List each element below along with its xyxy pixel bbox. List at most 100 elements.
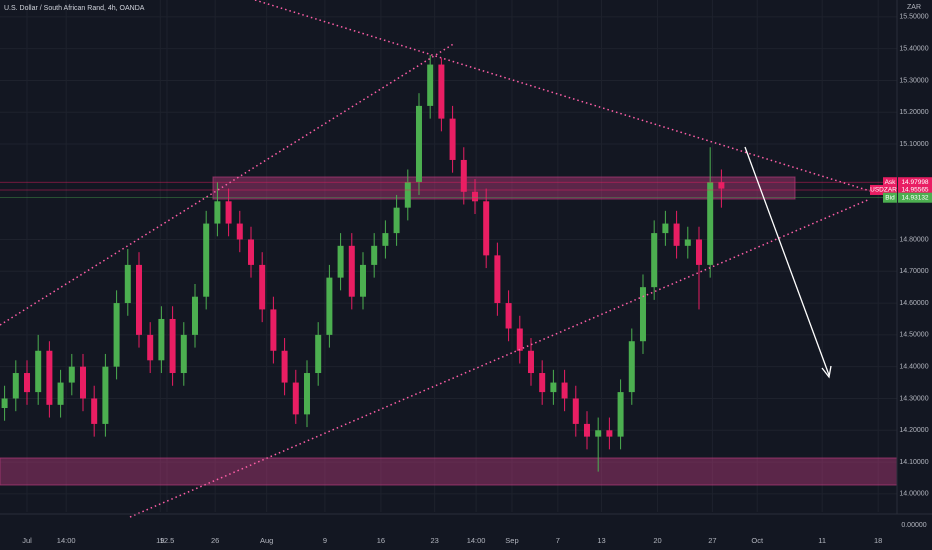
- x-tick-label: Jul: [22, 536, 32, 545]
- arrow: [744, 146, 830, 376]
- candle-body: [113, 303, 120, 367]
- candle-body: [595, 430, 602, 437]
- axis-bottom-label: 0.00000: [901, 522, 926, 529]
- candle-body: [348, 245, 355, 297]
- candle-body: [628, 341, 635, 393]
- candle-body: [79, 366, 86, 399]
- candle-body: [393, 207, 400, 234]
- y-tick-label: 15.50000: [899, 14, 928, 21]
- x-tick-label: 7: [556, 536, 560, 545]
- x-tick-label: 14:00: [57, 536, 76, 545]
- arrow-head: [821, 365, 832, 379]
- candle-body: [404, 182, 411, 208]
- candle-body: [225, 201, 232, 224]
- x-tick-label: Oct: [751, 536, 764, 545]
- candle-body: [505, 303, 512, 329]
- candle-body: [12, 373, 19, 399]
- x-tick-label: 18: [874, 536, 882, 545]
- candle-body: [494, 255, 501, 304]
- candle-body: [684, 239, 691, 246]
- candle-body: [247, 239, 254, 265]
- candle-body: [471, 191, 478, 202]
- x-tick-label: 23: [430, 536, 438, 545]
- bid-value-box: [898, 192, 932, 203]
- support-zone: [0, 457, 898, 486]
- last-tag-box: [870, 184, 897, 195]
- candle-body: [35, 350, 42, 393]
- candle-body: [68, 366, 75, 383]
- candle-body: [617, 392, 624, 437]
- candle-body: [539, 373, 546, 393]
- candle-body: [427, 64, 434, 106]
- ask-value-label: 14.97998: [901, 179, 928, 186]
- y-tick-label: 14.70000: [899, 268, 928, 275]
- candle-body: [707, 182, 714, 265]
- candle-body: [102, 366, 109, 424]
- x-tick-label: 16: [377, 536, 385, 545]
- last-tag-label: USDZAR: [870, 187, 897, 194]
- trend-line: [254, 0, 871, 192]
- candle-body: [572, 398, 579, 424]
- chart-title: U.S. Dollar / South African Rand, 4h, OA…: [4, 5, 145, 12]
- candle-body: [359, 264, 366, 297]
- y-tick-label: 15.40000: [899, 45, 928, 52]
- x-tick-label: Aug: [260, 536, 273, 545]
- candle-body: [527, 350, 534, 374]
- bid-value-label: 14.93132: [901, 194, 928, 201]
- candle-body: [651, 233, 658, 288]
- candle-body: [337, 245, 344, 278]
- candle-body: [292, 382, 299, 415]
- candle-body: [214, 201, 221, 224]
- candle-body: [583, 423, 590, 437]
- candle-body: [158, 318, 165, 361]
- candle-body: [639, 287, 646, 342]
- candle-body: [438, 64, 445, 119]
- candle-body: [315, 334, 322, 374]
- candle-body: [124, 264, 131, 304]
- candle-body: [483, 201, 490, 256]
- candle-body: [259, 264, 266, 310]
- candle-body: [695, 239, 702, 265]
- y-tick-label: 14.20000: [899, 427, 928, 434]
- candle-body: [147, 334, 154, 361]
- x-tick-label: Sep: [505, 536, 518, 545]
- candle-body: [449, 118, 456, 160]
- candle-body: [270, 309, 277, 351]
- y-tick-label: 14.50000: [899, 332, 928, 339]
- candle-body: [673, 223, 680, 246]
- candle-body: [91, 398, 98, 424]
- candle-body: [135, 264, 142, 335]
- bid-tag-label: Bid: [885, 194, 895, 201]
- x-tick-label: 9: [323, 536, 327, 545]
- last-value-label: 14.95565: [901, 187, 928, 194]
- candle-body: [46, 350, 53, 405]
- y-tick-label: 14.60000: [899, 300, 928, 307]
- candle-body: [382, 233, 389, 246]
- x-tick-label: 13: [597, 536, 605, 545]
- candle-body: [662, 223, 669, 234]
- x-tick-label: 19: [156, 536, 164, 545]
- y-tick-label: 15.20000: [899, 109, 928, 116]
- price-axis: [897, 0, 932, 550]
- candle-body: [281, 350, 288, 383]
- candle-body: [23, 373, 30, 393]
- trend-line: [129, 198, 871, 518]
- candle-body: [516, 328, 523, 351]
- x-tick-label: 27: [708, 536, 716, 545]
- candle-body: [191, 296, 198, 335]
- ask-tag-label: Ask: [885, 179, 897, 186]
- y-tick-label: 15.10000: [899, 141, 928, 148]
- y-tick-label: 14.00000: [899, 491, 928, 498]
- x-tick-label: 26: [211, 536, 219, 545]
- x-tick-label: 12.5: [160, 536, 175, 545]
- candle-body: [203, 223, 210, 297]
- candle-body: [718, 182, 725, 189]
- trend-line: [0, 42, 456, 326]
- y-tick-label: 14.10000: [899, 459, 928, 466]
- candle-body: [550, 382, 557, 393]
- candle-body: [180, 334, 187, 374]
- candle-body: [236, 223, 243, 240]
- candle-body: [561, 382, 568, 399]
- candle-body: [57, 382, 64, 405]
- candle-body: [303, 373, 310, 415]
